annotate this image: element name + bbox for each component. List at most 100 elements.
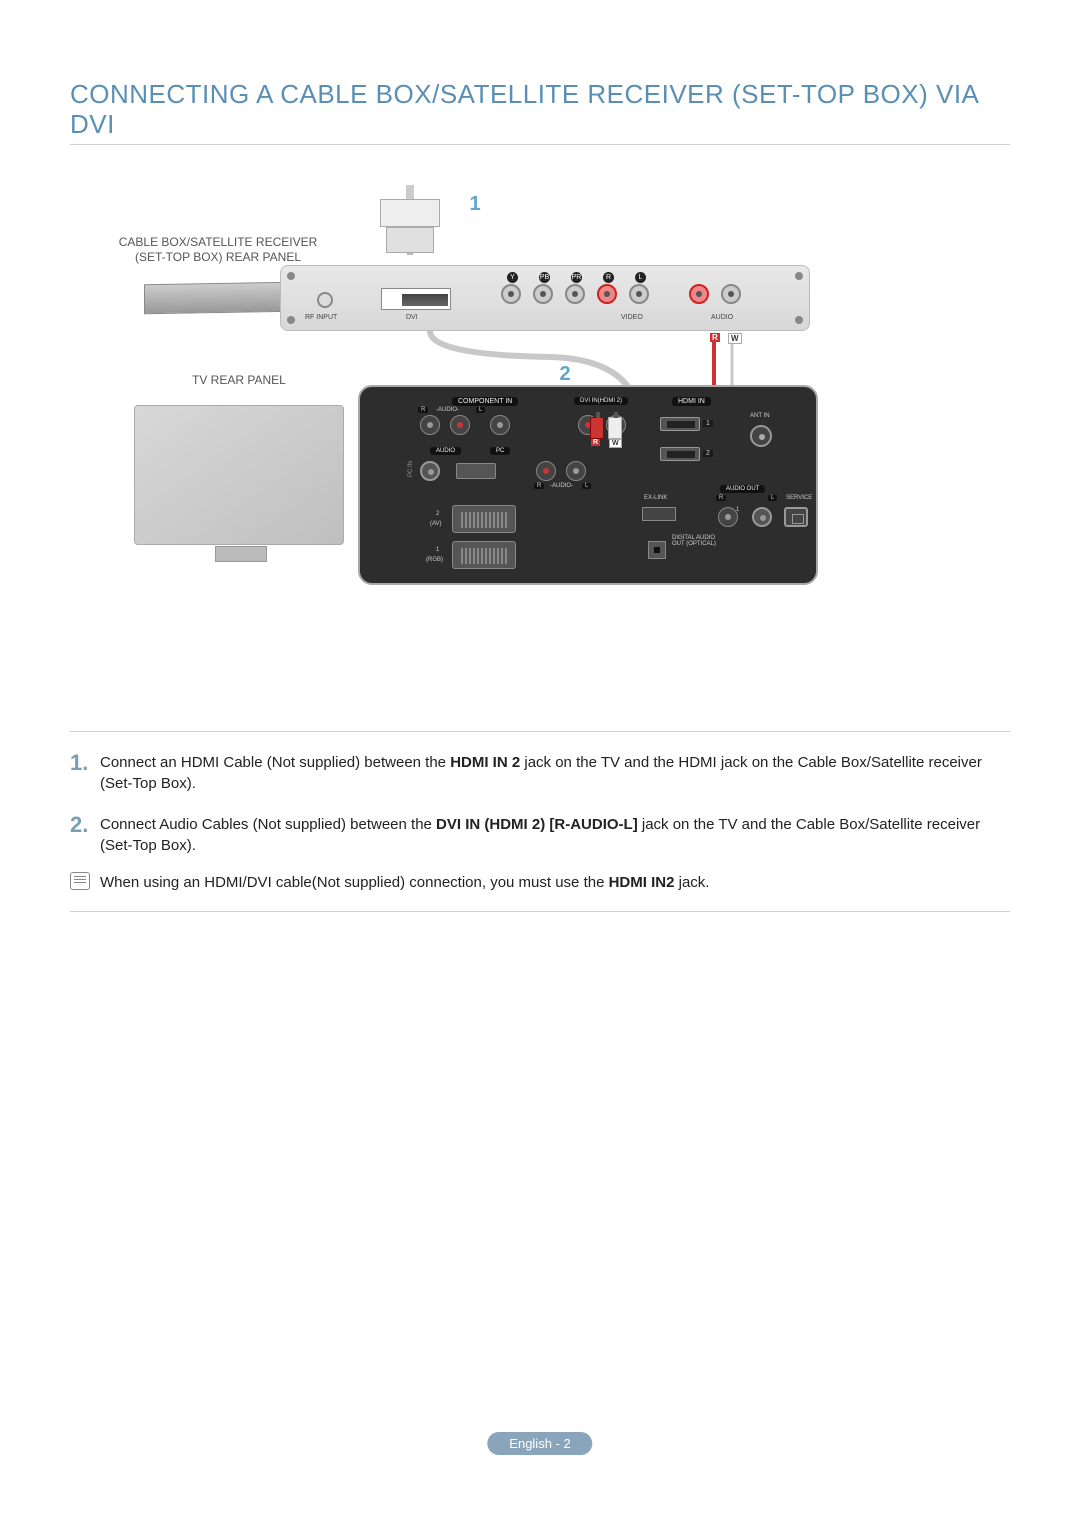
lower-audio-dash: -AUDIO- xyxy=(550,483,573,489)
rf-input-port xyxy=(317,292,333,308)
note-pre: When using an HDMI/DVI cable(Not supplie… xyxy=(100,874,609,891)
instruction-steps: 1. Connect an HDMI Cable (Not supplied) … xyxy=(70,748,1010,893)
step-2-bold: DVI IN (HDMI 2) [R-AUDIO-L] xyxy=(436,816,638,833)
comp-r-label: R xyxy=(418,407,428,413)
hdmi-2-num: 2 xyxy=(703,450,713,457)
page-title: CONNECTING A CABLE BOX/SATELLITE RECEIVE… xyxy=(70,80,1010,145)
service-port xyxy=(784,507,808,527)
rca-video-r: R xyxy=(597,284,617,304)
lower-l-label: L xyxy=(582,483,591,489)
step-2-pre: Connect Audio Cables (Not supplied) betw… xyxy=(100,816,436,833)
comp-audio-l xyxy=(450,415,470,435)
note-post: jack. xyxy=(674,874,709,891)
step-1-bold: HDMI IN 2 xyxy=(450,754,520,771)
vga-port-1 xyxy=(452,541,516,569)
step-1-number: 1. xyxy=(70,748,100,794)
rca-r-label: R xyxy=(603,272,614,283)
audio-r-tag: R xyxy=(710,333,720,342)
optical-label: DIGITAL AUDIO OUT (OPTICAL) xyxy=(672,535,722,547)
tv-r-tag: R xyxy=(591,439,600,446)
ex-link-port xyxy=(642,507,676,521)
rca-pb-label: PB xyxy=(539,272,550,283)
step-2: 2. Connect Audio Cables (Not supplied) b… xyxy=(70,810,1010,856)
pc-header: PC xyxy=(490,447,510,455)
audio-header: AUDIO xyxy=(430,447,461,455)
rca-y-label: Y xyxy=(507,272,518,283)
comp-y xyxy=(490,415,510,435)
pc-in-side-label: PC IN xyxy=(408,461,414,477)
stb-video-label: VIDEO xyxy=(621,314,643,321)
comp-audio-dash: -AUDIO- xyxy=(436,407,459,413)
note-row: When using an HDMI/DVI cable(Not supplie… xyxy=(70,872,1010,893)
note-text: When using an HDMI/DVI cable(Not supplie… xyxy=(100,872,709,893)
step-2-text: Connect Audio Cables (Not supplied) betw… xyxy=(100,810,1010,856)
vga-port-2 xyxy=(452,505,516,533)
vga-1-num: 1 xyxy=(436,547,439,553)
service-label: SERVICE xyxy=(786,495,812,501)
rca-pr: PR xyxy=(565,284,585,304)
page-footer: English - 2 xyxy=(487,1432,592,1455)
hdmi-in-header: HDMI IN xyxy=(672,397,711,406)
tv-audio-plug-w xyxy=(608,417,622,439)
audio-out-l: L xyxy=(768,495,777,501)
divider-top xyxy=(70,731,1010,732)
pc-audio-port xyxy=(456,463,496,479)
audio-w-tag: W xyxy=(728,333,742,344)
dvi-cable-plug xyxy=(380,195,440,243)
stb-rear-panel: RF INPUT DVI Y PB PR R L VIDEO AUDIO xyxy=(280,265,810,331)
audio-port xyxy=(420,461,440,481)
rca-pb: PB xyxy=(533,284,553,304)
optical-port xyxy=(648,541,666,559)
rca-l-label: L xyxy=(635,272,646,283)
ant-in-port xyxy=(750,425,772,447)
comp-audio-r xyxy=(420,415,440,435)
audio-out-port-l xyxy=(752,507,772,527)
divider-bottom xyxy=(70,911,1010,912)
audio-out-header: AUDIO OUT xyxy=(720,485,765,493)
note-icon xyxy=(70,872,90,890)
stb-port-row: Y PB PR R L xyxy=(501,284,649,304)
rca-y: Y xyxy=(501,284,521,304)
audio-out-r: R xyxy=(716,495,726,501)
component-in-header: COMPONENT IN xyxy=(452,397,518,406)
rca-video-l: L xyxy=(629,284,649,304)
dvi-port xyxy=(381,288,451,310)
tv-w-tag: W xyxy=(609,439,622,448)
lower-r-label: R xyxy=(534,483,544,489)
callout-2: 2 xyxy=(554,363,576,385)
rca-pr-label: PR xyxy=(571,272,582,283)
stb-audio-r xyxy=(689,284,709,304)
pc-r xyxy=(536,461,556,481)
ant-in-label: ANT IN xyxy=(750,413,770,419)
connection-diagram: 1 2 CABLE BOX/SATELLITE RECEIVER (SET-TO… xyxy=(70,185,1010,675)
hdmi-port-2: 2 xyxy=(660,447,700,461)
dvi-in-header: DVI IN(HDMI 2) xyxy=(574,397,628,405)
dvi-label: DVI xyxy=(406,314,418,321)
audio-out-port-r xyxy=(718,507,738,527)
step-1-text: Connect an HDMI Cable (Not supplied) bet… xyxy=(100,748,1010,794)
stb-rear-panel-label: CABLE BOX/SATELLITE RECEIVER (SET-TOP BO… xyxy=(118,235,318,266)
ex-link-label: EX-LINK xyxy=(644,495,667,501)
tv-rear-label: TV REAR PANEL xyxy=(192,373,286,387)
tv-rear-panel: COMPONENT IN R -AUDIO- L DVI IN(HDMI 2) … xyxy=(358,385,818,585)
stb-audio-ports xyxy=(689,284,741,304)
stb-audio-label: AUDIO xyxy=(711,314,733,321)
step-2-number: 2. xyxy=(70,810,100,856)
comp-l-label: L xyxy=(476,407,485,413)
rf-input-label: RF INPUT xyxy=(305,314,337,321)
vga-rgb-label: (RGB) xyxy=(426,557,443,563)
vga-2-num: 2 xyxy=(436,511,439,517)
stb-audio-w xyxy=(721,284,741,304)
step-1: 1. Connect an HDMI Cable (Not supplied) … xyxy=(70,748,1010,794)
vga-av-label: (AV) xyxy=(430,521,442,527)
note-bold: HDMI IN2 xyxy=(609,874,675,891)
audio-out-1: 1 xyxy=(736,507,739,513)
hdmi-port-1: 1 xyxy=(660,417,700,431)
tv-iso-image xyxy=(134,405,344,545)
pc-l xyxy=(566,461,586,481)
stb-iso-image xyxy=(144,281,294,314)
callout-1: 1 xyxy=(464,193,486,215)
tv-audio-plug-r xyxy=(590,417,604,439)
step-1-pre: Connect an HDMI Cable (Not supplied) bet… xyxy=(100,754,450,771)
hdmi-1-num: 1 xyxy=(703,420,713,427)
